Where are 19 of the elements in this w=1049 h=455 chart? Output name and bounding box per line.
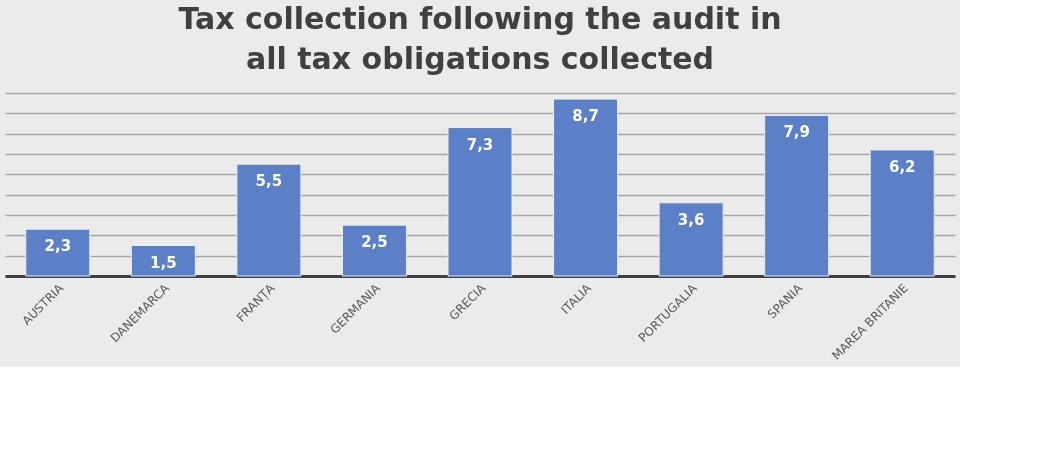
data-label: 1,5 [150, 253, 177, 272]
data-label: 7,9 [783, 123, 810, 142]
data-label: 6,2 [888, 157, 916, 176]
bar [553, 98, 619, 277]
data-label: 8,7 [572, 107, 599, 126]
bar [447, 127, 513, 277]
data-label: 7,3 [466, 135, 494, 154]
chart-title: Tax collection following the audit in all tax obligations collected [178, 1, 782, 76]
bar [341, 224, 407, 277]
bar [236, 163, 302, 277]
bar [869, 149, 935, 277]
bar [764, 114, 830, 277]
data-label: 3,6 [677, 210, 705, 229]
bar [25, 228, 91, 277]
bar [658, 202, 724, 277]
bar [130, 245, 196, 277]
data-label: 5,5 [255, 172, 283, 191]
data-label: 2,5 [361, 233, 388, 252]
data-label: 2,3 [44, 237, 72, 256]
